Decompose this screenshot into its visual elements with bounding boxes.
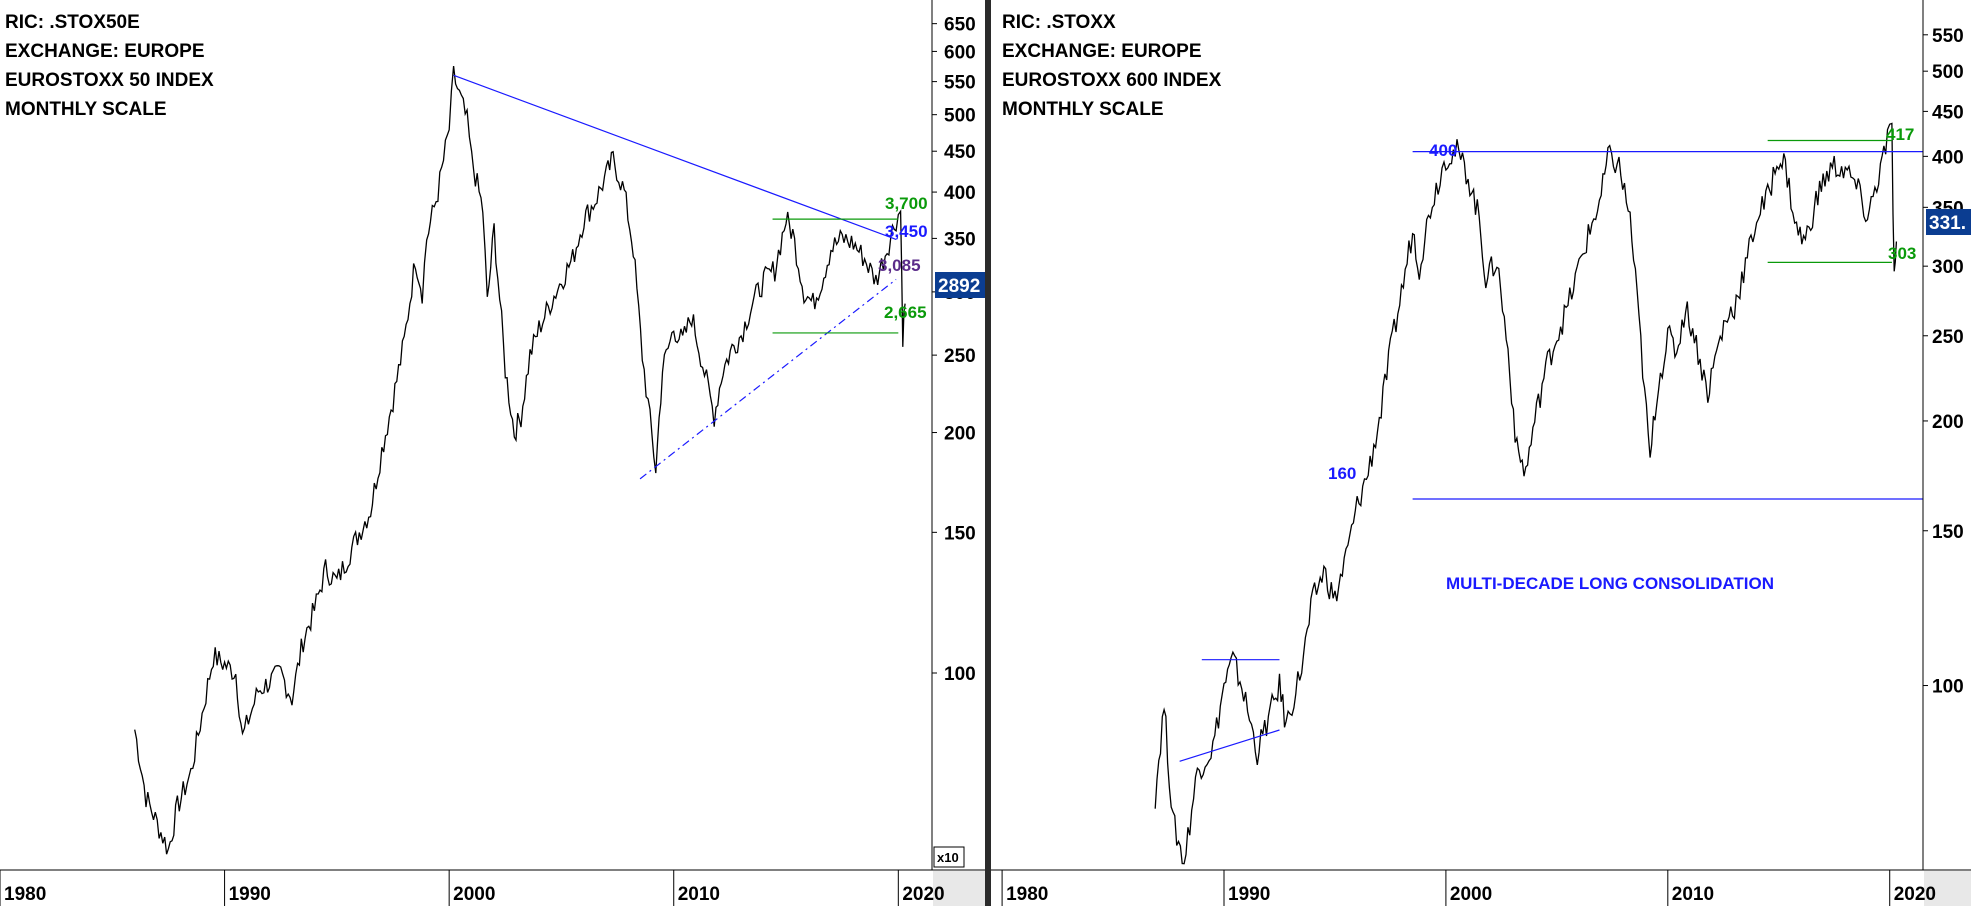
left-info-scale: MONTHLY SCALE — [5, 99, 167, 120]
left-price-series — [134, 66, 906, 855]
left-trendline — [453, 74, 897, 240]
right-x-tick-label: 2000 — [1450, 884, 1492, 905]
left-plot-area — [134, 66, 906, 855]
right-plot-area — [1154, 122, 1923, 865]
right-label-303: 303 — [1888, 244, 1916, 263]
left-label-3450: 3,450 — [885, 222, 928, 241]
right-info-block: RIC: .STOXX EXCHANGE: EUROPE EUROSTOXX 6… — [1002, 12, 1222, 120]
right-info-ric: RIC: .STOXX — [1002, 12, 1116, 33]
right-x-tick-label: 1990 — [1228, 884, 1270, 905]
left-x-tick-label: 2000 — [453, 884, 495, 905]
right-info-index: EUROSTOXX 600 INDEX — [1002, 70, 1222, 91]
left-info-exchange: EXCHANGE: EUROPE — [5, 41, 205, 62]
right-price-series — [1154, 122, 1898, 865]
right-x-tick-label: 2010 — [1672, 884, 1714, 905]
left-y-tick-label: 150 — [944, 523, 976, 544]
right-badge-bg — [1926, 209, 1971, 235]
left-y-axis: 650600550500450400350300250200150100 — [931, 0, 976, 870]
right-annotations: 400 160 417 303 MULTI-DECADE LONG CONSOL… — [1328, 125, 1916, 593]
left-y-tick-label: 650 — [944, 15, 976, 36]
right-x-tick-label: 1980 — [1006, 884, 1048, 905]
panel-divider — [985, 0, 991, 906]
left-badge-bg — [935, 272, 986, 298]
left-info-index: EUROSTOXX 50 INDEX — [5, 70, 214, 91]
left-label-3085: 3,085 — [878, 256, 921, 275]
right-info-scale: MONTHLY SCALE — [1002, 99, 1164, 120]
left-label-2665: 2,665 — [884, 303, 927, 322]
left-y-tick-label: 550 — [944, 73, 976, 94]
right-label-417: 417 — [1886, 125, 1914, 144]
right-last-value-badge: 331. — [1926, 209, 1971, 235]
left-info-ric: RIC: .STOX50E — [5, 12, 140, 33]
left-y-tick-label: 500 — [944, 106, 976, 127]
right-label-400: 400 — [1429, 141, 1457, 160]
right-y-tick-label: 400 — [1932, 147, 1964, 168]
right-y-tick-label: 300 — [1932, 257, 1964, 278]
left-y-tick-label: 250 — [944, 346, 976, 367]
left-x-tick-label: 2010 — [678, 884, 720, 905]
right-badge-text: 331. — [1929, 213, 1966, 234]
right-label-160: 160 — [1328, 464, 1356, 483]
right-y-tick-label: 450 — [1932, 102, 1964, 123]
left-info-block: RIC: .STOX50E EXCHANGE: EUROPE EUROSTOXX… — [5, 12, 214, 120]
right-y-tick-label: 100 — [1932, 677, 1964, 698]
right-y-tick-label: 150 — [1932, 522, 1964, 543]
left-scale-indicator: x10 — [933, 846, 965, 868]
left-trendline — [639, 278, 897, 480]
right-y-tick-label: 550 — [1932, 26, 1964, 47]
right-y-tick-label: 500 — [1932, 62, 1964, 83]
left-scale-box — [933, 846, 965, 868]
left-label-3700: 3,700 — [885, 194, 928, 213]
left-x-tick-label: 1980 — [4, 884, 46, 905]
left-badge-text: 2892 — [938, 276, 980, 297]
right-y-tick-label: 250 — [1932, 327, 1964, 348]
right-trendline — [1179, 729, 1280, 762]
left-last-value-badge: 2892 — [935, 272, 986, 298]
right-x-tick-label: 2020 — [1894, 884, 1936, 905]
right-axis-corner — [1924, 871, 1971, 906]
right-info-exchange: EXCHANGE: EUROPE — [1002, 41, 1202, 62]
left-y-tick-label: 200 — [944, 424, 976, 445]
left-y-tick-label: 450 — [944, 142, 976, 163]
left-x-tick-label: 1990 — [229, 884, 271, 905]
left-annotations: 3,700 3,450 3,085 2,665 — [878, 194, 928, 322]
left-scale-text: x10 — [937, 850, 959, 865]
left-y-tick-label: 600 — [944, 42, 976, 63]
right-y-tick-label: 200 — [1932, 412, 1964, 433]
left-chart-panel: 1980 1990 2000 2010 2020 650 600 550 500 450 400 3… — [0, 0, 986, 906]
left-x-tick-label: 2020 — [902, 884, 944, 905]
left-x-axis: 1980 1990 2000 2010 2020 — [0, 869, 985, 906]
left-axis-corner — [933, 871, 985, 906]
right-x-axis: 1980 1990 2000 2010 2020 — [991, 869, 1971, 906]
right-chart-panel: 1980 1990 2000 2010 2020 5505004504003503002… — [991, 0, 1971, 906]
left-y-tick-label: 100 — [944, 664, 976, 685]
left-y-tick-label: 400 — [944, 183, 976, 204]
right-consolidation-note: MULTI-DECADE LONG CONSOLIDATION — [1446, 574, 1774, 593]
left-y-tick-label: 350 — [944, 229, 976, 250]
